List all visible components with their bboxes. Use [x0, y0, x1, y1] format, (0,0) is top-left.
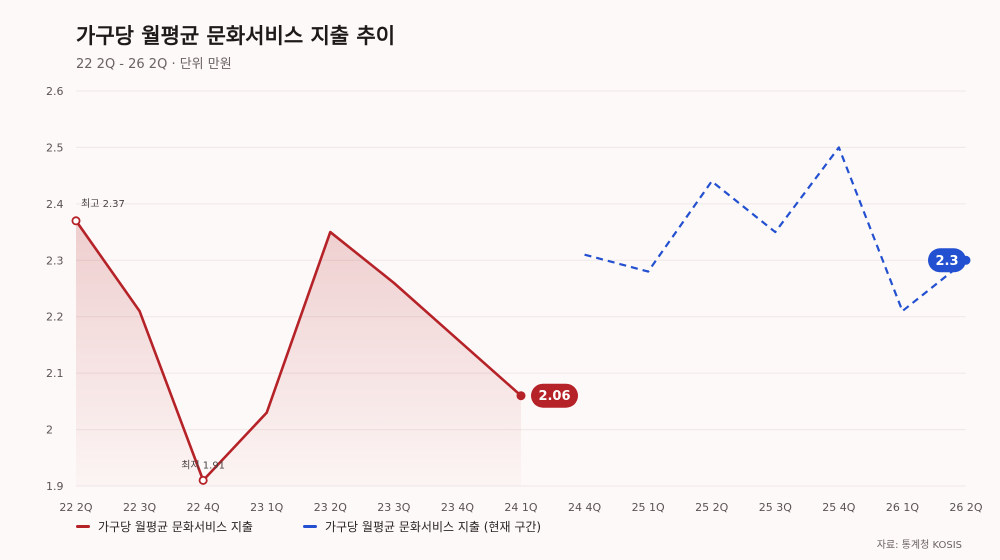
- x-tick-label: 22 2Q: [59, 501, 92, 514]
- x-tick-label: 25 1Q: [632, 501, 665, 514]
- x-axis-ticks: 22 2Q 22 3Q 22 4Q 23 1Q 23 2Q 23 3Q 23 4Q 24 1Q…: [59, 501, 982, 514]
- last-actual-label: 2.06: [538, 389, 570, 404]
- y-tick-label: 2.6: [46, 85, 64, 98]
- x-tick-label: 23 2Q: [314, 501, 347, 514]
- legend-swatch-forecast: [302, 525, 317, 528]
- y-tick-label: 2.5: [46, 141, 64, 154]
- y-tick-label: 2: [46, 424, 53, 437]
- x-tick-label: 23 3Q: [377, 501, 410, 514]
- y-tick-label: 2.1: [46, 367, 64, 380]
- series-lines: [74, 146, 967, 482]
- x-tick-label: 24 4Q: [568, 501, 601, 514]
- source-note: 자료: 통계청 KOSIS: [876, 540, 962, 551]
- y-tick-label: 2.2: [46, 311, 64, 324]
- x-tick-label: 25 4Q: [822, 501, 855, 514]
- legend-item-actual: 가구당 월평균 문화서비스 지출: [76, 518, 253, 535]
- legend-label-forecast: 가구당 월평균 문화서비스 지출 (현재 구간): [324, 520, 542, 534]
- y-axis-ticks: 1.9 2 2.1 2.2 2.3 2.4 2.5 2.6: [46, 85, 64, 493]
- legend-item-forecast: 가구당 월평균 문화서비스 지출 (현재 구간): [302, 518, 542, 535]
- last-forecast-label: 2.3: [935, 254, 958, 269]
- last-actual-marker: [516, 391, 526, 401]
- x-tick-label: 24 1Q: [504, 501, 537, 514]
- min-point-marker: [198, 475, 208, 485]
- x-tick-label: 22 3Q: [123, 501, 156, 514]
- x-tick-label: 23 4Q: [441, 501, 474, 514]
- point-markers: [71, 216, 971, 485]
- series-line-actual: [74, 219, 523, 482]
- y-tick-label: 1.9: [46, 480, 64, 493]
- series-line-forecast: [584, 146, 967, 313]
- x-tick-label: 23 1Q: [250, 501, 283, 514]
- chart-title: 가구당 월평균 문화서비스 지출 추이: [76, 24, 396, 48]
- last-forecast-badge: [928, 248, 966, 273]
- y-tick-label: 2.3: [46, 254, 64, 267]
- max-annotation: 최고 2.37: [81, 198, 125, 210]
- legend-label-actual: 가구당 월평균 문화서비스 지출: [98, 520, 253, 534]
- actual-area: [76, 220, 521, 487]
- min-annotation: 최저 1.91: [181, 459, 225, 471]
- chart-subtitle: 22 2Q - 26 2Q · 단위 만원: [76, 57, 232, 72]
- x-tick-label: 22 4Q: [187, 501, 220, 514]
- legend-swatch-actual: [76, 525, 90, 528]
- legend: 가구당 월평균 문화서비스 지출 가구당 월평균 문화서비스 지출 (현재 구간…: [76, 518, 541, 535]
- x-tick-label: 25 2Q: [695, 501, 728, 514]
- x-tick-label: 26 1Q: [886, 501, 919, 514]
- y-tick-label: 2.4: [46, 198, 64, 211]
- actual-area-fill: [76, 220, 521, 487]
- x-tick-label: 25 3Q: [759, 501, 792, 514]
- max-point-marker: [71, 216, 81, 226]
- data-labels: 최고 2.37 최저 1.91 2.06 2.3: [81, 198, 966, 471]
- x-tick-label: 26 2Q: [949, 501, 982, 514]
- last-actual-badge: [531, 383, 578, 408]
